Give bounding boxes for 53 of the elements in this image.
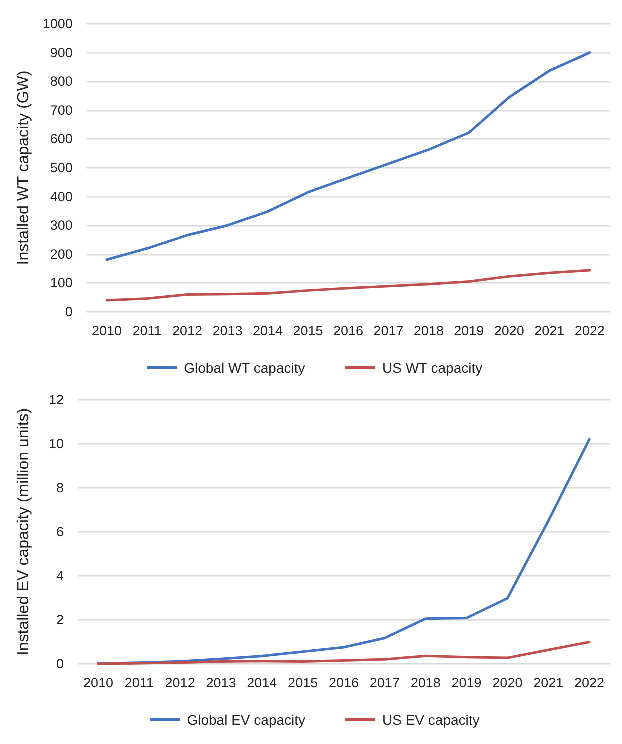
legend-label: Global EV capacity (187, 712, 306, 728)
x-tick-label: 2010 (92, 324, 122, 338)
y-tick-label: 100 (50, 276, 73, 291)
legend-label: Global WT capacity (184, 360, 306, 376)
x-tick-label: 2013 (206, 676, 236, 690)
x-tick-label: 2013 (212, 324, 243, 338)
y-tick-label: 600 (50, 132, 73, 147)
y-tick-label: 10 (48, 436, 64, 452)
x-tick-label: 2011 (124, 676, 154, 690)
line-series (106, 52, 592, 262)
x-tick-label: 2022 (574, 676, 605, 690)
legend-label: US EV capacity (382, 712, 480, 728)
x-tick-label: 2020 (494, 324, 524, 338)
y-tick-label: 0 (65, 304, 73, 320)
line-series (106, 269, 592, 302)
x-tick-label: 2021 (534, 324, 565, 338)
y-tick-label: 700 (50, 102, 73, 118)
x-tick-label: 2016 (328, 676, 360, 690)
x-tick-label: 2019 (454, 324, 484, 338)
y-tick-label: 4 (56, 568, 64, 584)
y-tick-label: 200 (50, 246, 73, 262)
line-series (97, 640, 591, 666)
y-tick-label: 1000 (42, 16, 73, 32)
y-tick-label: 12 (48, 392, 64, 408)
x-tick-label: 2020 (492, 676, 523, 690)
y-tick-label: 8 (56, 480, 64, 496)
x-tick-label: 2015 (293, 324, 324, 338)
x-tick-label: 2017 (370, 676, 400, 690)
y-axis-title: Installed EV capacity (million units) (16, 408, 32, 656)
x-tick-label: 2021 (534, 676, 564, 690)
x-tick-label: 2011 (132, 324, 162, 338)
x-tick-label: 2015 (288, 676, 318, 690)
y-tick-label: 400 (50, 189, 73, 204)
y-tick-label: 500 (50, 160, 73, 176)
y-tick-label: 0 (56, 656, 64, 672)
x-tick-label: 2014 (252, 324, 284, 338)
y-tick-label: 800 (50, 74, 73, 90)
x-tick-label: 2022 (574, 324, 605, 338)
y-tick-label: 6 (56, 524, 64, 540)
y-tick-label: 900 (50, 45, 73, 60)
x-tick-label: 2016 (333, 324, 364, 338)
y-tick-label: 2 (56, 612, 64, 628)
x-tick-label: 2012 (165, 676, 196, 690)
x-tick-label: 2018 (414, 324, 444, 338)
x-tick-label: 2012 (172, 324, 203, 338)
y-tick-label: 300 (50, 218, 73, 234)
legend-label: US WT capacity (382, 360, 483, 376)
x-tick-label: 2010 (83, 676, 114, 690)
x-tick-label: 2014 (247, 676, 278, 690)
x-tick-label: 2018 (410, 676, 441, 690)
y-axis-title: Installed WT capacity (GW) (16, 70, 32, 266)
x-tick-label: 2019 (452, 676, 482, 690)
x-tick-label: 2017 (374, 324, 404, 338)
